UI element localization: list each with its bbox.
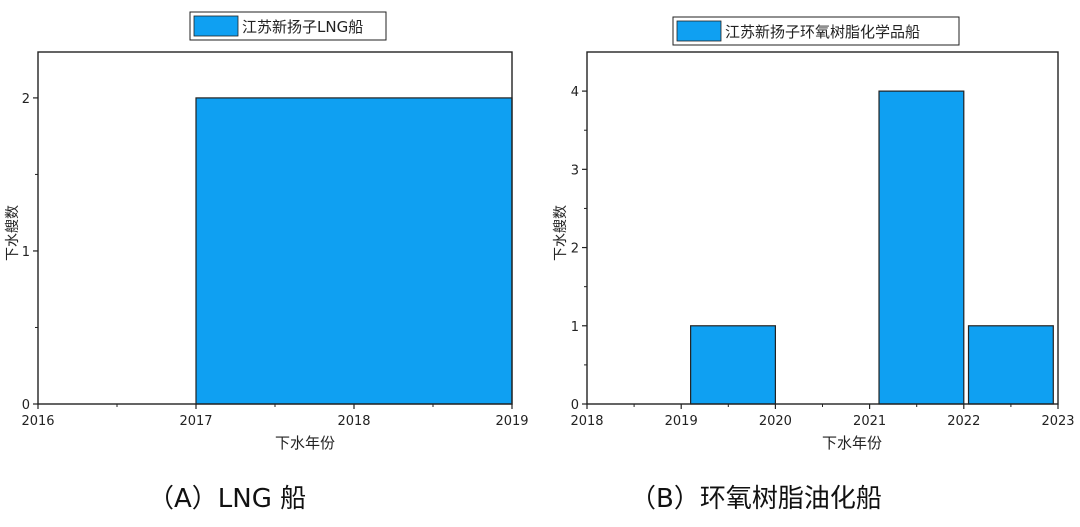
y-tick-label: 2 [571, 242, 579, 257]
bar-0 [690, 325, 776, 405]
legend-swatch [676, 20, 722, 42]
chart-panel-b: 2018 2019 2020 2021 2022 2023 0 1 2 3 4 下水年份 下水艘数 江苏新… [553, 16, 1075, 452]
x-tick-label: 2021 [853, 414, 886, 429]
y-tick-label: 4 [571, 85, 579, 100]
x-tick-label: 2019 [665, 414, 698, 429]
x-tick-label: 2022 [947, 414, 980, 429]
legend-entry: 江苏新扬子环氧树脂化学品船 [725, 23, 920, 41]
x-tick-label: 2018 [337, 414, 370, 429]
y-tick-label: 1 [22, 245, 30, 260]
y-tick-label: 0 [571, 398, 579, 413]
y-tick-label: 0 [22, 398, 30, 413]
bar-1 [878, 90, 965, 405]
x-tick-label: 2023 [1041, 414, 1074, 429]
legend-entry: 江苏新扬子LNG船 [242, 18, 363, 36]
x-axis-label: 下水年份 [822, 434, 882, 452]
x-axis-label: 下水年份 [275, 434, 335, 452]
x-tick-label: 2018 [570, 414, 603, 429]
caption-a: （A）LNG 船 [148, 484, 307, 514]
x-tick-label: 2020 [759, 414, 792, 429]
y-tick-label: 1 [571, 320, 579, 335]
bar-0 [195, 97, 513, 405]
y-tick-label: 3 [571, 163, 579, 178]
x-tick-label: 2019 [495, 414, 528, 429]
caption-b: （B）环氧树脂油化船 [630, 484, 882, 514]
x-tick-label: 2016 [21, 414, 54, 429]
y-axis-label: 下水艘数 [5, 205, 21, 261]
bar-2 [967, 325, 1054, 405]
y-axis-label: 下水艘数 [553, 205, 569, 261]
x-tick-label: 2017 [179, 414, 212, 429]
chart-panel-a: 2016 2017 2018 2019 0 1 2 下水年份 下水艘数 江苏新扬子LNG船 [5, 11, 529, 452]
legend-swatch [193, 15, 239, 37]
y-tick-label: 2 [22, 92, 30, 107]
